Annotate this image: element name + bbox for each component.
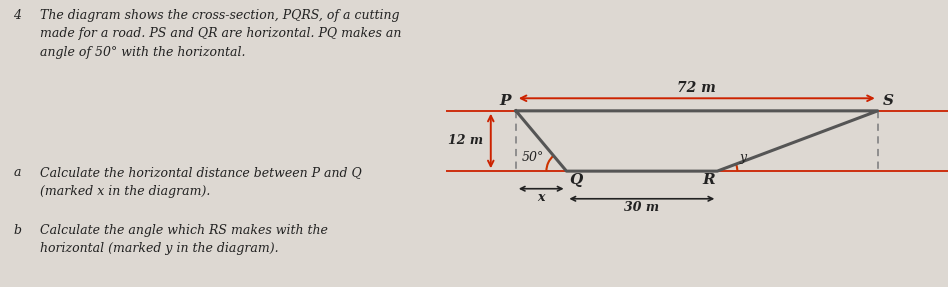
Text: 72 m: 72 m <box>678 81 716 95</box>
Text: P: P <box>500 94 511 108</box>
Text: 30 m: 30 m <box>625 201 660 214</box>
Text: R: R <box>702 173 715 187</box>
Text: Q: Q <box>569 173 582 187</box>
Text: y: y <box>739 151 747 164</box>
Text: 4: 4 <box>13 9 22 22</box>
Text: S: S <box>883 94 894 108</box>
Text: Calculate the horizontal distance between P and Q
(marked x in the diagram).: Calculate the horizontal distance betwee… <box>40 166 362 198</box>
Text: The diagram shows the cross-section, PQRS, of a cutting
made for a road. PS and : The diagram shows the cross-section, PQR… <box>40 9 401 59</box>
Text: 50°: 50° <box>521 151 544 164</box>
Text: a: a <box>13 166 21 179</box>
Text: 12 m: 12 m <box>448 135 483 148</box>
Text: b: b <box>13 224 22 237</box>
Text: Calculate the angle which RS makes with the
horizontal (marked y in the diagram): Calculate the angle which RS makes with … <box>40 224 328 255</box>
Text: x: x <box>538 191 545 204</box>
